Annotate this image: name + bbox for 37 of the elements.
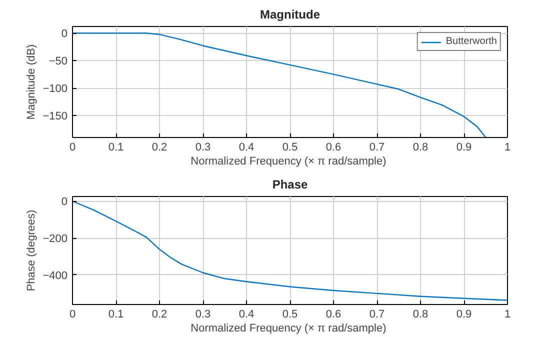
x-tick-label: 0.6 bbox=[326, 142, 342, 154]
x-tick-label: 0.4 bbox=[238, 142, 254, 154]
line-series bbox=[72, 200, 508, 301]
y-tick-label: 0 bbox=[61, 28, 68, 40]
x-tick-label: 1 bbox=[504, 142, 511, 154]
y-axis-title: Magnitude (dB) bbox=[26, 44, 38, 120]
x-tick-label: 0.7 bbox=[369, 308, 385, 320]
x-axis-title: Normalized Frequency (× π rad/sample) bbox=[190, 322, 386, 334]
x-tick-label: 0.5 bbox=[282, 142, 298, 154]
y-tick-label: 0 bbox=[61, 196, 68, 208]
x-tick-label: 0.7 bbox=[369, 142, 385, 154]
x-tick-label: 0.8 bbox=[412, 142, 428, 154]
x-tick-label: 0.5 bbox=[282, 308, 298, 320]
chart-title: Magnitude bbox=[260, 8, 320, 22]
legend-label: Butterworth bbox=[446, 36, 497, 47]
x-tick-label: 0.1 bbox=[108, 308, 124, 320]
x-tick-label: 0 bbox=[69, 308, 76, 320]
y-tick-label: −50 bbox=[48, 56, 68, 68]
x-axis-title: Normalized Frequency (× π rad/sample) bbox=[190, 156, 386, 168]
y-tick-label: −400 bbox=[42, 270, 68, 282]
y-tick-label: −150 bbox=[42, 110, 68, 123]
y-tick-label: −100 bbox=[42, 83, 68, 96]
x-tick-label: 0.2 bbox=[152, 142, 168, 154]
x-tick-label: 0.9 bbox=[456, 142, 472, 154]
x-tick-label: 0 bbox=[69, 142, 76, 154]
y-tick-label: −200 bbox=[42, 233, 68, 246]
x-tick-label: 0.3 bbox=[195, 142, 211, 154]
x-tick-label: 0.9 bbox=[456, 308, 472, 320]
x-tick-label: 0.4 bbox=[238, 308, 254, 320]
x-tick-label: 0.2 bbox=[152, 308, 168, 320]
chart-title: Phase bbox=[272, 178, 308, 192]
x-tick-label: 0.1 bbox=[108, 142, 124, 154]
x-tick-label: 0.8 bbox=[412, 308, 428, 320]
x-tick-label: 0.6 bbox=[326, 308, 342, 320]
y-axis-title: Phase (degrees) bbox=[26, 210, 38, 292]
x-tick-label: 1 bbox=[504, 308, 511, 320]
x-tick-label: 0.3 bbox=[195, 308, 211, 320]
